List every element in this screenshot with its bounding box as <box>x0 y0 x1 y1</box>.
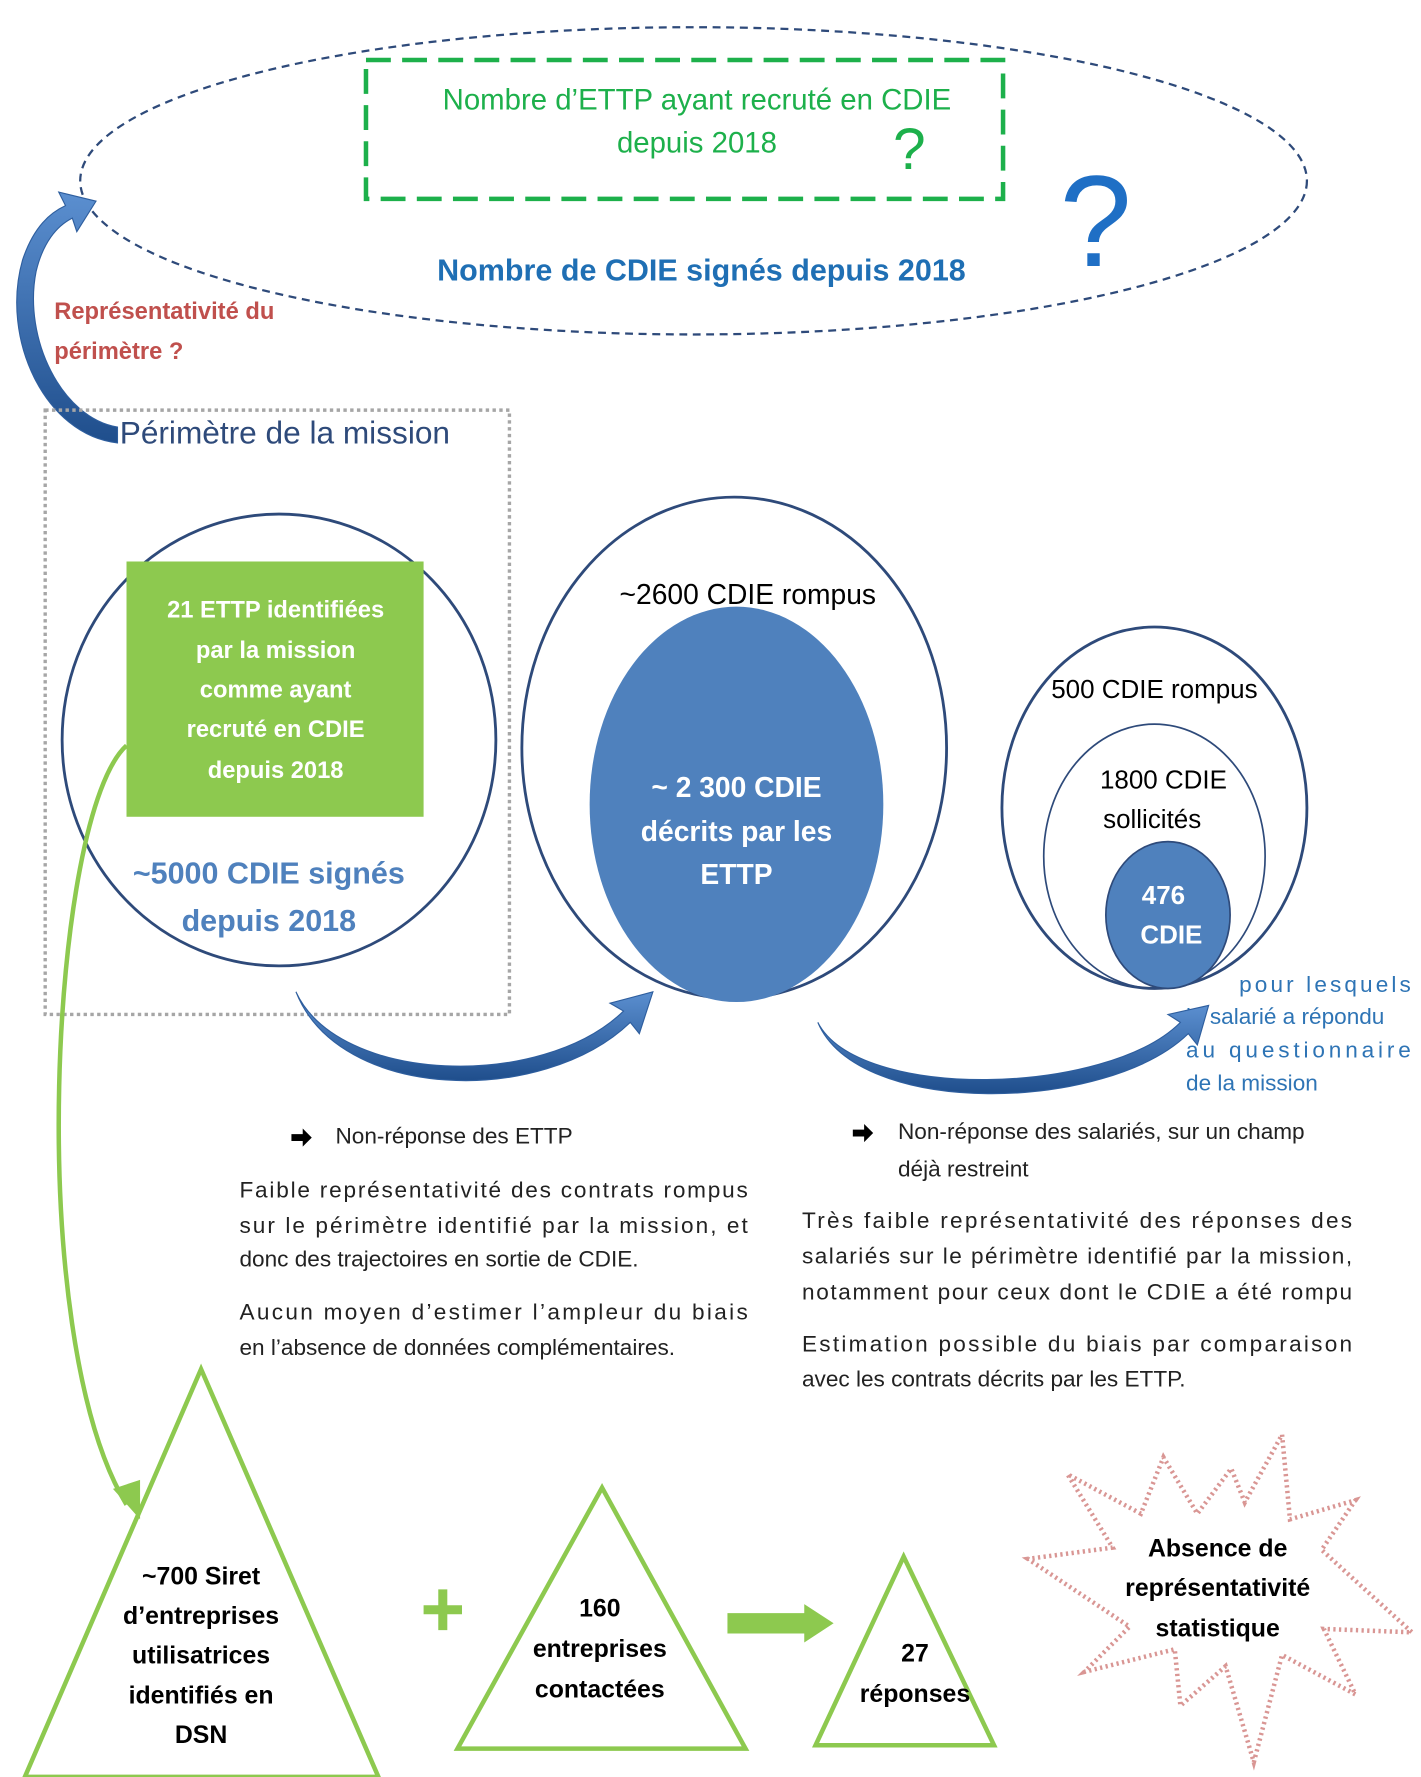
paragraph-line: en l’absence de données complémentaires. <box>239 1335 675 1360</box>
curved-arrow <box>817 1004 1210 1095</box>
triangle-text: réponses <box>860 1681 970 1708</box>
circle <box>60 512 498 968</box>
triangle <box>453 1483 750 1751</box>
ellipse-text: CDIE <box>1140 919 1202 949</box>
note-text: de la mission <box>1186 1070 1318 1095</box>
box-text: recruté en CDIE <box>187 717 365 743</box>
filled-ellipse <box>1105 840 1231 990</box>
note-text: le salarié a répondu <box>1186 1004 1384 1029</box>
paragraph-line: notamment pour ceux dont le CDIE a été r… <box>802 1279 1352 1304</box>
paragraph-line: donc des trajectoires en sortie de CDIE. <box>239 1247 638 1272</box>
ellipse-text: ~ 2 300 CDIE <box>651 771 821 803</box>
starburst <box>1021 1427 1419 1771</box>
burst-text: représentativité <box>1125 1575 1310 1602</box>
triangle-text: ~700 Siret <box>142 1564 260 1591</box>
box-text: par la mission <box>196 638 356 664</box>
circle-label: sollicités <box>1103 804 1201 834</box>
question-mark: ? <box>893 117 926 182</box>
circle-label: 500 CDIE rompus <box>1051 674 1257 704</box>
circle-label: depuis 2018 <box>182 904 357 938</box>
triangle-text: 160 <box>579 1595 620 1622</box>
box-text: depuis 2018 <box>208 758 344 784</box>
perimeter-box <box>43 408 512 1017</box>
box-text: 21 ETTP identifiées <box>167 597 384 623</box>
filled-ellipse <box>589 606 884 1003</box>
question-label: périmètre ? <box>54 339 183 365</box>
triangle-text: contactées <box>535 1677 665 1704</box>
green-curve <box>56 743 129 1506</box>
note-text: au questionnaire <box>1186 1038 1411 1063</box>
paragraph-line: avec les contrats décrits par les ETTP. <box>802 1366 1186 1391</box>
triangle-text: 27 <box>901 1640 929 1667</box>
circle <box>1042 723 1266 990</box>
green-box <box>363 57 1006 202</box>
perimeter-label: Périmètre de la mission <box>120 414 450 450</box>
bullet-arrow <box>852 1124 874 1143</box>
box-text: comme ayant <box>200 678 352 704</box>
triangle-text: entreprises <box>533 1636 667 1663</box>
bullet-text: Non-réponse des ETTP <box>335 1124 572 1149</box>
paragraph-line: Estimation possible du biais par compara… <box>802 1331 1352 1356</box>
paragraph-line: sur le périmètre identifié par la missio… <box>239 1213 748 1238</box>
curved-arrow <box>295 991 654 1082</box>
bullet-text: Non-réponse des salariés, sur un champ <box>898 1119 1305 1144</box>
triangle-text: identifiés en <box>129 1682 274 1709</box>
arrow-head <box>112 1479 141 1520</box>
question-mark: ? <box>1060 148 1132 294</box>
paragraph-line: Très faible représentativité des réponse… <box>802 1208 1352 1233</box>
scope-ellipse <box>79 26 1309 336</box>
paragraph-line: Faible représentativité des contrats rom… <box>239 1178 747 1203</box>
circle-label: 1800 CDIE <box>1100 765 1227 795</box>
triangle-text: DSN <box>175 1722 227 1749</box>
green-rect <box>126 561 424 817</box>
plus-sign <box>423 1589 462 1631</box>
curved-arrow <box>16 191 119 444</box>
paragraph-line: Aucun moyen d’estimer l’ampleur du biais <box>239 1300 747 1325</box>
ellipse-text: 476 <box>1142 880 1185 910</box>
burst-text: statistique <box>1156 1616 1280 1643</box>
ellipse-text: ETTP <box>700 858 772 890</box>
triangle-text: utilisatrices <box>132 1643 270 1670</box>
ellipse-text: décrits par les <box>641 815 832 847</box>
green-box-text: Nombre d’ETTP ayant recruté en CDIE <box>443 84 952 117</box>
green-box-text: depuis 2018 <box>617 126 777 159</box>
triangle-text: d’entreprises <box>123 1603 279 1630</box>
paragraph-line: salariés sur le périmètre identifié par … <box>802 1243 1352 1268</box>
bullet-arrow <box>291 1128 312 1147</box>
triangle <box>812 1551 998 1748</box>
top-title: Nombre de CDIE signés depuis 2018 <box>437 253 966 287</box>
question-label: Représentativité du <box>54 299 274 325</box>
circle-label: ~5000 CDIE signés <box>133 857 405 891</box>
circle-label: ~2600 CDIE rompus <box>620 578 876 610</box>
burst-text: Absence de <box>1148 1535 1287 1562</box>
bullet-text: déjà restreint <box>898 1156 1029 1181</box>
green-arrow <box>727 1604 834 1643</box>
note-text: pour lesquels <box>1239 972 1411 997</box>
